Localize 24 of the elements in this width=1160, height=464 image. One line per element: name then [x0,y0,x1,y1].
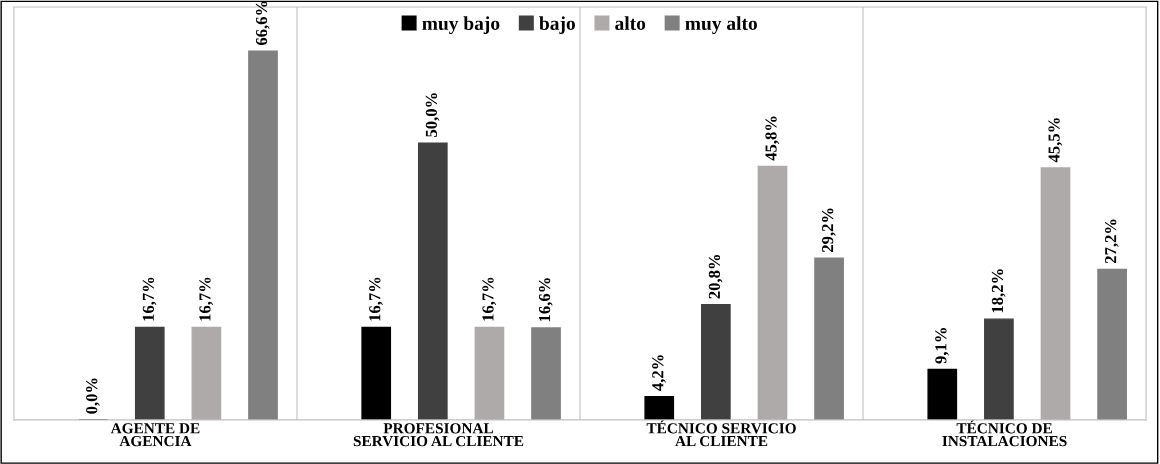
data-label: 29,2% [822,208,836,253]
data-label: 50,0% [425,93,440,137]
legend-label: bajo [539,16,575,34]
data-label: 66,6% [255,1,270,46]
data-label: 18,2% [991,269,1006,313]
data-label: 45,8% [765,116,780,161]
data-label: 45,5% [1048,118,1063,163]
data-label: 16,7% [369,277,383,321]
data-label: 20,8% [708,254,723,299]
data-label: 16,7% [482,277,497,321]
data-label: 27,2% [1105,219,1119,264]
x-tick-label: PROFESIONAL SERVICIO AL CLIENTE [353,423,524,447]
x-tick-label: AGENTE DE AGENCIA [110,423,200,447]
legend-label: alto [615,16,646,30]
data-label: 0,0% [86,378,100,414]
data-label: 16,7% [199,277,213,321]
legend-label: muy alto [685,16,757,35]
x-tick-label: TÉCNICO SERVICIO AL CLIENTE [646,420,796,447]
data-label: 16,7% [142,277,157,321]
x-tick-label: TÉCNICO DE INSTALACIONES [942,420,1067,447]
legend-label: muy bajo [422,16,500,35]
data-label: 9,1% [935,328,949,364]
data-label: 16,6% [538,278,553,322]
data-label: 4,2% [652,355,666,391]
